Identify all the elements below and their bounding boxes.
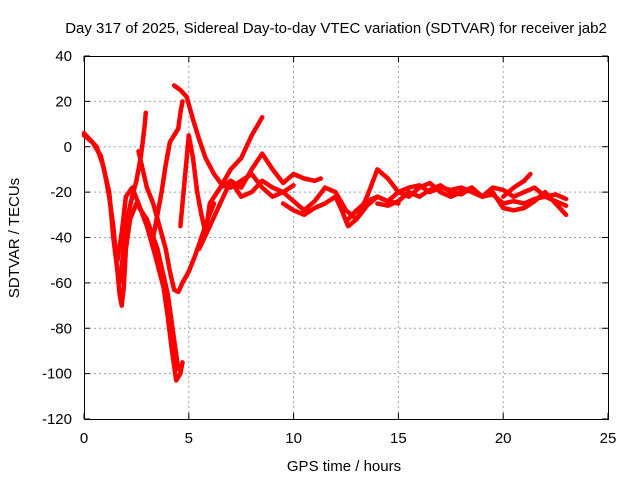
y-tick-label: -80 <box>50 320 72 337</box>
x-tick-label: 15 <box>390 430 407 447</box>
grid <box>84 56 608 419</box>
y-tick-label: 0 <box>64 139 72 156</box>
x-tick-label: 5 <box>185 430 193 447</box>
y-tick-label: 20 <box>55 93 72 110</box>
x-tick-label: 25 <box>600 430 617 447</box>
y-tick-label: 40 <box>55 48 72 65</box>
y-axis-label: SDTVAR / TECUs <box>6 178 23 298</box>
series-line-sat-i <box>217 151 324 190</box>
series-line-sat-l <box>375 183 569 218</box>
x-tick-label: 10 <box>285 430 302 447</box>
chart-title: Day 317 of 2025, Sidereal Day-to-day VTE… <box>65 20 607 37</box>
x-tick-label: 0 <box>80 430 88 447</box>
series-line-sat-b <box>81 133 185 383</box>
series-line-sat-e <box>150 99 185 240</box>
series-group <box>81 83 569 383</box>
y-tick-label: -20 <box>50 184 72 201</box>
y-tick-label: -120 <box>42 411 72 428</box>
series-line-sat-k <box>343 183 569 224</box>
y-tick-label: -60 <box>50 275 72 292</box>
x-tick-label: 20 <box>495 430 512 447</box>
series-line-sat-m <box>500 171 533 199</box>
axis-ticks: 0 5 10 15 20 25 -120 -100 -80 -60 -40 -20 0 20 40 <box>42 48 616 447</box>
y-tick-label: -100 <box>42 366 72 383</box>
series-line-sat-j <box>280 167 569 229</box>
x-axis-label: GPS time / hours <box>287 458 401 475</box>
series-line-sat-c <box>117 110 149 286</box>
y-tick-label: -40 <box>50 230 72 247</box>
